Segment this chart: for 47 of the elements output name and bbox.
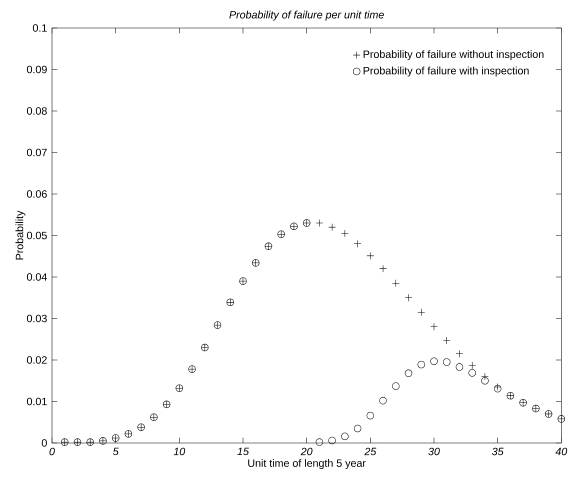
- point: [468, 362, 476, 370]
- y-tick-label: 0.05: [26, 232, 47, 240]
- point: [430, 357, 438, 365]
- point: [456, 363, 464, 371]
- y-tick-label: 0.02: [26, 356, 47, 364]
- point: [379, 396, 387, 404]
- point: [392, 382, 400, 390]
- point: [354, 424, 362, 432]
- point: [341, 432, 349, 440]
- point: [468, 369, 476, 377]
- point: [418, 360, 425, 368]
- point: [442, 358, 450, 366]
- x-tick-label: 30: [428, 448, 440, 456]
- x-tick-label: 40: [555, 448, 568, 456]
- y-tick-label: 0.01: [26, 398, 47, 406]
- x-tick-label: 35: [492, 448, 504, 456]
- point: [316, 219, 324, 227]
- y-tick-label: 0.09: [26, 66, 47, 74]
- x-tick-label: 25: [364, 448, 376, 456]
- x-tick-label: 5: [112, 448, 119, 456]
- y-tick-label: 0.08: [26, 107, 47, 115]
- x-tick-label: 10: [174, 448, 186, 456]
- point: [379, 264, 387, 272]
- legend-label: Probability of failure without inspection: [364, 50, 544, 60]
- legend-label: Probability of failure with inspection: [364, 66, 529, 77]
- y-tick-label: 0.06: [26, 190, 47, 198]
- x-tick-label: 15: [237, 448, 249, 456]
- y-tick-label: 0.04: [26, 273, 47, 281]
- point: [366, 252, 374, 260]
- y-tick-label: 0.07: [26, 148, 47, 156]
- y-axis-title: Probability: [15, 210, 26, 260]
- y-tick-label: 0: [42, 439, 47, 447]
- x-axis-title: Unit time of length 5 year: [248, 459, 366, 470]
- point: [316, 438, 324, 446]
- point: [481, 377, 489, 384]
- point: [366, 412, 374, 420]
- y-tick-label: 0.03: [26, 314, 47, 322]
- chart-title: Probability of failure per unit time: [229, 10, 384, 21]
- y-tick-label: 0.1: [32, 24, 47, 32]
- x-tick-label: 0: [50, 448, 55, 456]
- point: [341, 230, 349, 238]
- point: [404, 370, 412, 378]
- point: [442, 336, 450, 344]
- point: [328, 436, 336, 444]
- point: [328, 223, 336, 231]
- point: [481, 372, 489, 380]
- x-tick-label: 20: [300, 448, 312, 456]
